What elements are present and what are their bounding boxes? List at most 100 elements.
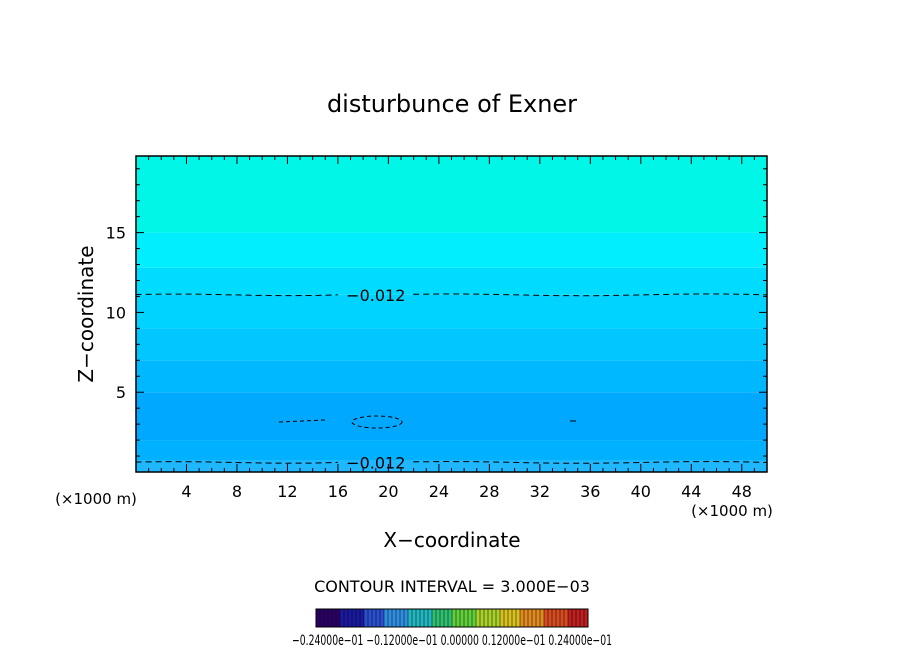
x-unit-left: (×1000 m) (55, 490, 137, 508)
colorbar-swatch (368, 609, 372, 627)
colorbar-swatch (532, 609, 536, 627)
y-tick-label: 5 (116, 383, 126, 402)
contour-ellipse (351, 415, 403, 429)
colorbar-swatch (464, 609, 468, 627)
colorbar-swatch (428, 609, 432, 627)
color-band (136, 460, 767, 472)
x-tick-label: 32 (530, 482, 550, 501)
colorbar-swatch (376, 609, 380, 627)
color-band (136, 267, 767, 295)
colorbar-swatch (492, 609, 496, 627)
x-tick-label: 48 (732, 482, 752, 501)
colorbar-swatch (568, 609, 572, 627)
x-tick-label: 36 (580, 482, 600, 501)
contour-line (413, 293, 768, 297)
color-band (136, 392, 767, 441)
colorbar-swatch (480, 609, 484, 627)
colorbar-swatch (412, 609, 416, 627)
colorbar-swatch (512, 609, 516, 627)
colorbar-swatch (396, 609, 400, 627)
contour-line (135, 293, 338, 297)
colorbar-swatch (388, 609, 392, 627)
colorbar-swatch (572, 609, 576, 627)
color-band (136, 294, 767, 329)
colorbar-swatch (400, 609, 404, 627)
colorbar-labels: −0.24000e−01 −0.12000e−01 0.00000 0.1200… (292, 633, 612, 649)
colorbar-swatch (576, 609, 580, 627)
x-tick-label: 24 (429, 482, 449, 501)
colorbar-swatch (440, 609, 444, 627)
contour-line (413, 461, 768, 464)
plot-frame (135, 155, 768, 473)
y-tick-labels: 5 10 15 (106, 224, 126, 403)
color-band (136, 328, 767, 361)
contour-label: −0.012 (346, 453, 405, 472)
colorbar-swatch (404, 609, 408, 627)
colorbar-swatch (552, 609, 556, 627)
colorbar-swatch (452, 609, 456, 627)
x-tick-label: 28 (479, 482, 499, 501)
contour-lines: −0.012 −0.012 (135, 286, 768, 472)
color-bands (136, 156, 767, 472)
colorbar-swatch (340, 609, 344, 627)
contour-dash-left (278, 419, 326, 423)
colorbar-swatch (320, 609, 324, 627)
colorbar-swatch (556, 609, 560, 627)
x-tick-label: 40 (631, 482, 651, 501)
x-tick-label: 4 (181, 482, 191, 501)
colorbar-swatch (336, 609, 340, 627)
x-tick-labels: 4 8 12 16 20 24 28 32 36 40 44 48 (181, 482, 752, 501)
colorbar-swatch (448, 609, 452, 627)
color-band (136, 440, 767, 461)
colorbar-swatch (416, 609, 420, 627)
colorbar-swatch (408, 609, 412, 627)
colorbar-swatch (460, 609, 464, 627)
colorbar-swatch (324, 609, 328, 627)
colorbar-swatch (468, 609, 472, 627)
chart-title: disturbunce of Exner (327, 90, 577, 118)
colorbar-swatch (332, 609, 336, 627)
color-band (136, 360, 767, 393)
colorbar-swatch (372, 609, 376, 627)
contour-label: −0.012 (346, 286, 405, 305)
colorbar (315, 609, 588, 627)
x-tick-label: 20 (378, 482, 398, 501)
y-axis-label: Z−coordinate (74, 245, 98, 382)
colorbar-swatch (516, 609, 520, 627)
y-tick-label: 10 (106, 303, 126, 322)
colorbar-swatch (392, 609, 396, 627)
colorbar-swatch (500, 609, 504, 627)
color-band (136, 156, 767, 233)
colorbar-swatch (536, 609, 540, 627)
colorbar-swatch (380, 609, 384, 627)
y-tick-label: 15 (106, 224, 126, 243)
x-tick-label: 8 (232, 482, 242, 501)
colorbar-swatch (360, 609, 364, 627)
colorbar-swatch (524, 609, 528, 627)
colorbar-swatch (356, 609, 360, 627)
colorbar-swatch (484, 609, 488, 627)
colorbar-swatch (444, 609, 448, 627)
colorbar-swatch (496, 609, 500, 627)
colorbar-swatch (344, 609, 348, 627)
colorbar-swatch (564, 609, 568, 627)
colorbar-swatch (504, 609, 508, 627)
colorbar-swatch (420, 609, 424, 627)
colorbar-swatch (456, 609, 460, 627)
colorbar-swatch (544, 609, 548, 627)
colorbar-swatch (508, 609, 512, 627)
x-tick-label: 12 (277, 482, 297, 501)
colorbar-swatch (488, 609, 492, 627)
colorbar-swatch (424, 609, 428, 627)
plot-area: −0.012 −0.012 (135, 155, 768, 473)
colorbar-swatch (384, 609, 388, 627)
colorbar-swatch (528, 609, 532, 627)
colorbar-swatch (436, 609, 440, 627)
colorbar-swatch (584, 609, 588, 627)
contour-interval-text: CONTOUR INTERVAL = 3.000E−03 (314, 577, 590, 596)
color-band (136, 232, 767, 268)
colorbar-swatch (580, 609, 584, 627)
x-unit-right: (×1000 m) (691, 502, 773, 520)
x-tick-label: 44 (681, 482, 701, 501)
